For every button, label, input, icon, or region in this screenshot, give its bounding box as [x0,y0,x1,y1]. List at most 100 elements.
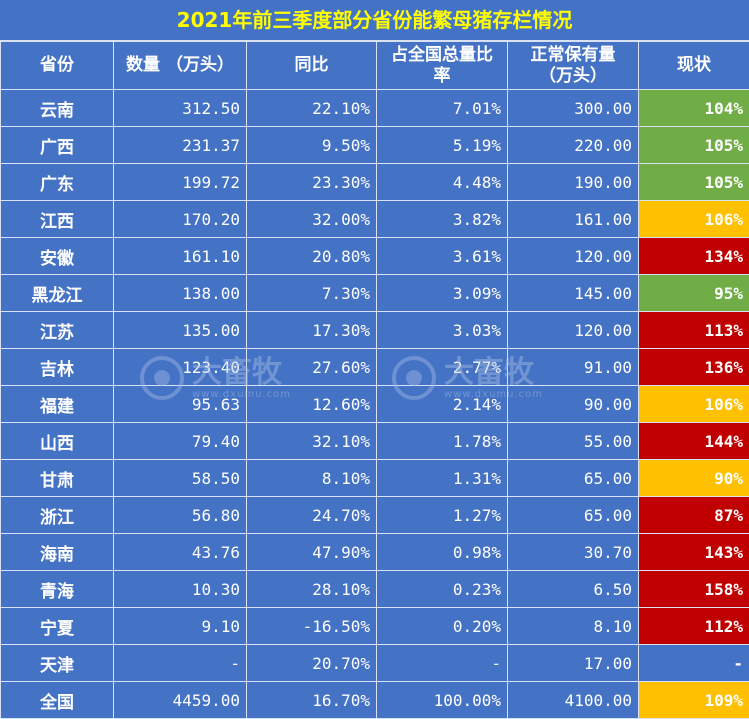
quantity-cell: 312.50 [113,89,247,127]
normal-cell: 8.10 [507,607,639,645]
share-cell: 3.61% [376,237,508,275]
share-cell: 100.00% [376,681,508,719]
yoy-cell: 32.00% [246,200,377,238]
quantity-cell: 199.72 [113,163,247,201]
quantity-cell: - [113,644,247,682]
yoy-cell: 12.60% [246,385,377,423]
quantity-cell: 58.50 [113,459,247,497]
share-cell: 1.78% [376,422,508,460]
status-cell: 158% [638,570,749,608]
province-cell: 江西 [0,200,114,238]
normal-cell: 300.00 [507,89,639,127]
status-cell: 105% [638,126,749,164]
quantity-cell: 135.00 [113,311,247,349]
share-cell: 0.20% [376,607,508,645]
share-cell: 4.48% [376,163,508,201]
quantity-cell: 95.63 [113,385,247,423]
table-row: 江苏 135.00 17.30% 3.03% 120.00 113% [0,311,749,349]
table-row: 福建 95.63 12.60% 2.14% 90.00 106% [0,385,749,423]
share-cell: - [376,644,508,682]
province-cell: 广西 [0,126,114,164]
quantity-cell: 138.00 [113,274,247,312]
status-cell: 136% [638,348,749,386]
yoy-cell: 8.10% [246,459,377,497]
normal-cell: 120.00 [507,311,639,349]
quantity-cell: 79.40 [113,422,247,460]
normal-cell: 145.00 [507,274,639,312]
share-cell: 7.01% [376,89,508,127]
normal-cell: 17.00 [507,644,639,682]
quantity-cell: 43.76 [113,533,247,571]
province-cell: 广东 [0,163,114,201]
yoy-cell: 20.80% [246,237,377,275]
share-cell: 1.31% [376,459,508,497]
status-cell: 87% [638,496,749,534]
status-cell: 113% [638,311,749,349]
status-cell: 112% [638,607,749,645]
province-cell: 黑龙江 [0,274,114,312]
yoy-cell: 32.10% [246,422,377,460]
quantity-cell: 10.30 [113,570,247,608]
normal-cell: 65.00 [507,459,639,497]
province-cell: 天津 [0,644,114,682]
normal-cell: 161.00 [507,200,639,238]
table-row: 青海 10.30 28.10% 0.23% 6.50 158% [0,570,749,608]
table-row: 山西 79.40 32.10% 1.78% 55.00 144% [0,422,749,460]
share-cell: 1.27% [376,496,508,534]
status-cell: 105% [638,163,749,201]
yoy-cell: 22.10% [246,89,377,127]
share-cell: 3.09% [376,274,508,312]
status-cell: 144% [638,422,749,460]
data-table: 省份 数量 （万头） 同比 占全国总量比率 正常保有量（万头） 现状 云南 312… [0,41,749,719]
province-cell: 安徽 [0,237,114,275]
header-normal: 正常保有量（万头） [507,41,639,90]
normal-cell: 4100.00 [507,681,639,719]
status-cell: 109% [638,681,749,719]
status-cell: 106% [638,200,749,238]
quantity-cell: 170.20 [113,200,247,238]
yoy-cell: 9.50% [246,126,377,164]
share-cell: 2.14% [376,385,508,423]
province-cell: 甘肃 [0,459,114,497]
normal-cell: 91.00 [507,348,639,386]
header-row: 省份 数量 （万头） 同比 占全国总量比率 正常保有量（万头） 现状 [0,41,749,90]
header-status: 现状 [638,41,749,90]
province-cell: 宁夏 [0,607,114,645]
table-row: 天津 -20.70% -17.00- [0,644,749,682]
normal-cell: 65.00 [507,496,639,534]
table-row: 江西 170.20 32.00% 3.82% 161.00 106% [0,200,749,238]
table-row: 浙江 56.80 24.70% 1.27% 65.00 87% [0,496,749,534]
yoy-cell: 47.90% [246,533,377,571]
yoy-cell: 17.30% [246,311,377,349]
yoy-cell: 7.30% [246,274,377,312]
table-row: 全国 4459.00 16.70% 100.00% 4100.00 109% [0,681,749,719]
share-cell: 2.77% [376,348,508,386]
province-cell: 全国 [0,681,114,719]
table-row: 甘肃 58.50 8.10% 1.31% 65.00 90% [0,459,749,497]
province-cell: 海南 [0,533,114,571]
table-row: 安徽 161.10 20.80% 3.61% 120.00 134% [0,237,749,275]
yoy-cell: 28.10% [246,570,377,608]
table-row: 广东 199.72 23.30% 4.48% 190.00 105% [0,163,749,201]
table-row: 云南 312.50 22.10% 7.01% 300.00 104% [0,89,749,127]
province-cell: 云南 [0,89,114,127]
share-cell: 3.82% [376,200,508,238]
header-quantity: 数量 （万头） [113,41,247,90]
status-cell: 95% [638,274,749,312]
status-cell: 143% [638,533,749,571]
province-cell: 吉林 [0,348,114,386]
status-cell: 106% [638,385,749,423]
province-cell: 福建 [0,385,114,423]
yoy-cell: 27.60% [246,348,377,386]
status-cell: - [638,644,749,682]
normal-cell: 220.00 [507,126,639,164]
table-row: 黑龙江 138.00 7.30% 3.09% 145.00 95% [0,274,749,312]
quantity-cell: 123.40 [113,348,247,386]
province-cell: 青海 [0,570,114,608]
table-title: 2021年前三季度部分省份能繁母猪存栏情况 [0,0,749,41]
table-body: 云南 312.50 22.10% 7.01% 300.00 104% 广西 231.37 9.5… [0,89,749,719]
quantity-cell: 231.37 [113,126,247,164]
header-share: 占全国总量比率 [376,41,508,90]
quantity-cell: 161.10 [113,237,247,275]
